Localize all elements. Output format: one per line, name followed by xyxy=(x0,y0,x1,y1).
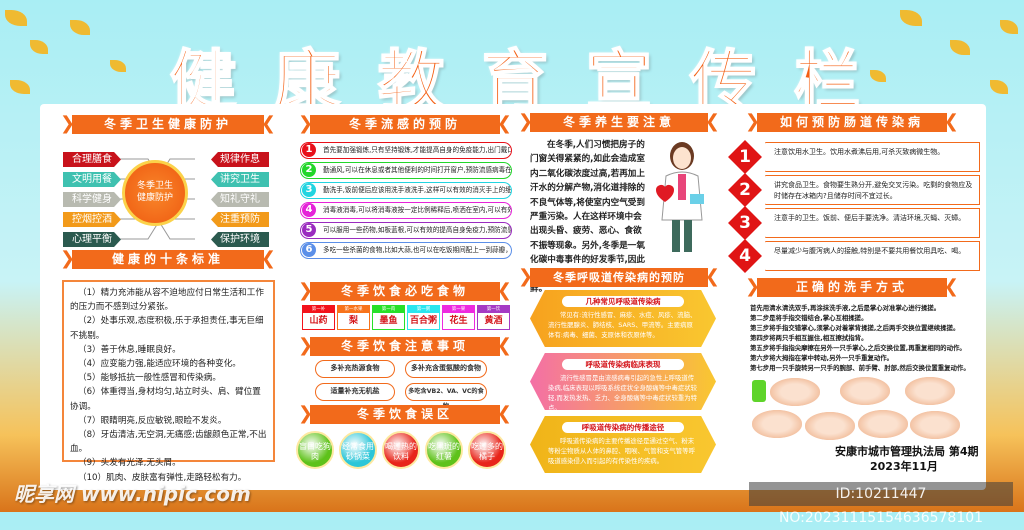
list-item: （3）善于休息,睡眠良好。 xyxy=(78,344,181,355)
hub-item: 科学健身 xyxy=(63,192,121,207)
number-badge: 4 xyxy=(739,246,751,266)
number-badge: 3 xyxy=(739,213,751,233)
hub-item: 文明用餐 xyxy=(63,172,121,187)
diet-note: 多补充热源食物 xyxy=(315,360,395,378)
hub-item: 知礼守礼 xyxy=(211,192,269,207)
section-header-flu-prevention: 冬季流感的预防 xyxy=(298,114,512,134)
flu-tip: 1 首先要加强锻炼,只有坚持锻炼,才能提高自身的免疫能力,出门戴口罩。 xyxy=(300,142,512,159)
flu-tip: 3 勤洗手,饭前便后应该用洗手液洗手,这样可以有效的消灭手上的细菌。 xyxy=(300,182,512,199)
handwashing-step: 第七步用一只手旋转另一只手的腕部、前手臂、肘部,然后交换位置重复动作。 xyxy=(750,364,970,372)
section-header-must-eat-foods: 冬季饮食必吃食物 xyxy=(298,281,512,301)
flu-tip: 6 多吃一些杀菌的食物,比如大蒜,也可以在吃饭期间配上一到蒜瓣，生食! xyxy=(300,242,512,259)
list-item: （10）肌肉、皮肤富有弹性,走路轻松有力。 xyxy=(78,472,247,483)
diet-note: 适量补充无机盐 xyxy=(315,383,395,401)
section-header-respiratory-prevention: 冬季呼吸道传染病的预防 xyxy=(518,267,720,287)
section-header-intestinal-prevention: 如何预防肠道传染病 xyxy=(745,112,959,132)
list-item: （7）眼睛明亮,反应敏锐,眼睑不发炎。 xyxy=(78,415,227,426)
section-header-health-standards: 健康的十条标准 xyxy=(60,249,276,269)
number-badge: 4 xyxy=(302,203,316,217)
food-card: 第一水果梨 xyxy=(337,305,370,330)
food-card: 第一补 山药 xyxy=(302,305,335,330)
handwashing-step: 第四步将两只手相互握住,相互擦拭指背。 xyxy=(750,334,868,342)
health-standards-list: （1）精力充沛能从容不迫地应付日常生活和工作的压力而不感到过分紧张。 （2）处事… xyxy=(62,280,275,483)
id-watermark: ID:10211447 NO:20231115154636578101 xyxy=(749,482,1013,526)
respiratory-info-card: 呼吸道传染病临床表现 流行性感冒是由流感病毒引起的急性上呼吸道传染病,临床表现以呼… xyxy=(530,353,716,410)
section-header-winter-wellness: 冬季养生要注意 xyxy=(518,112,720,132)
respiratory-info-card: 呼吸道传染病的传播途径 呼吸道传染病的主要传播途径是通过空气、粉末等粉尘物质从人体… xyxy=(530,416,716,473)
hub-item: 规律作息 xyxy=(211,152,269,167)
hub-item: 注重预防 xyxy=(211,212,269,227)
handwashing-step: 第五步将手指指尖摩擦在另外一只手掌心,之后交换位置,再重复相同的动作。 xyxy=(750,344,966,352)
doctor-illustration xyxy=(656,142,704,252)
diet-myth-bubble: 吃黑斑的红薯 xyxy=(425,431,463,469)
diet-myth-bubble: 喝过热的饮料 xyxy=(382,431,420,469)
diet-note: 多吃含VB2、VA、VC的食物 xyxy=(405,383,487,410)
number-badge: 1 xyxy=(739,147,751,167)
diet-myth-bubble: 经常食用砂锅菜 xyxy=(339,431,377,469)
hub-item: 合理膳食 xyxy=(63,152,121,167)
number-badge: 2 xyxy=(302,163,316,177)
intestinal-tip: 注意饮用水卫生。饮用水煮沸后用,可杀灭致病微生物。 xyxy=(765,142,980,172)
food-card: 第一果 花生 xyxy=(442,305,475,330)
handwashing-step: 首先用清水清洗双手,再涂抹洗手液,之后是掌心对准掌心进行揉搓。 xyxy=(750,304,941,312)
intestinal-tip: 注意手的卫生。饭前、便后手要洗净。清洁环境,灭蝇、灭蟑。 xyxy=(765,208,980,238)
food-card: 第一肉 墨鱼 xyxy=(372,305,405,330)
flu-tip: 4消毒液消毒,可以将消毒液按一定比例稀释后,喷洒在室内,可以有效的防止细菌的滋生… xyxy=(300,202,512,219)
site-watermark: 昵享网 www.nipic.com xyxy=(14,482,251,506)
section-header-winter-hygiene: 冬季卫生健康防护 xyxy=(60,114,276,134)
diet-note: 多补充含蛋氨酸的食物 xyxy=(405,360,487,378)
handwashing-step: 第二步是将手指交错结合,掌心互相揉搓。 xyxy=(750,314,868,322)
hub-item: 控烟控酒 xyxy=(63,212,121,227)
list-item: （1）精力充沛能从容不迫地应付日常生活和工作的压力而不感到过分紧张。 xyxy=(70,288,264,313)
food-card: 第一饮 黄酒 xyxy=(477,305,510,330)
footer-organization: 安康市城市管理执法局 第4期 xyxy=(835,445,979,458)
intestinal-tip: 尽量减少与腹泻病人的接触,特别是不要共用餐饮用具吃、喝。 xyxy=(765,241,980,271)
list-item: （2）处事乐观,态度积极,乐于承担责任,事无巨细不挑剔。 xyxy=(70,316,264,341)
list-item: （8）牙齿清洁,无空洞,无痛感;齿龈颜色正常,不出血。 xyxy=(70,430,267,455)
diet-myth-bubble: 吃过多的橘子 xyxy=(468,431,506,469)
handwashing-step: 第六步将大拇指在掌中转动,另外一只手重复动作。 xyxy=(750,354,894,362)
respiratory-info-card: 几种常见呼吸道传染病 常见有:流行性感冒、麻疹、水痘、风疹、流脑、流行性腮腺炎、肺… xyxy=(530,290,716,347)
number-badge: 2 xyxy=(739,180,751,200)
diet-myth-bubble: 盲目吃狗肉 xyxy=(296,431,334,469)
section-header-handwashing: 正确的洗手方式 xyxy=(745,277,959,297)
list-item: （5）能够抵抗一般性感冒和传染病。 xyxy=(78,373,221,384)
number-badge: 3 xyxy=(302,183,316,197)
number-badge: 6 xyxy=(302,243,316,257)
hub-item: 讲究卫生 xyxy=(211,172,269,187)
number-badge: 5 xyxy=(302,223,316,237)
list-item: （9）头发有光泽,无头屑。 xyxy=(78,458,181,469)
handwashing-step: 第三步将手指交错掌心,须掌心对着掌背揉搓,之后两手交换位置继续揉搓。 xyxy=(750,324,960,332)
section-header-diet-myths: 冬季饮食误区 xyxy=(298,404,512,424)
list-item: （4）应变能力强,能适应环境的各种变化。 xyxy=(78,359,241,370)
hub-circle: 冬季卫生健康防护 xyxy=(122,160,188,226)
footer-date: 2023年11月 xyxy=(870,460,938,473)
hub-item: 保护环境 xyxy=(211,232,269,247)
section-header-diet-notes: 冬季饮食注意事项 xyxy=(298,336,512,356)
list-item: （6）体重得当,身材均匀,站立时头、肩、臂位置协调。 xyxy=(70,387,261,412)
hub-item: 心理平衡 xyxy=(63,232,121,247)
number-badge: 1 xyxy=(302,143,316,157)
soap-bottle-icon xyxy=(752,380,766,402)
food-card: 第一粥 百合粥 xyxy=(407,305,440,330)
intestinal-tip: 讲究食品卫生。食物要生熟分开,避免交叉污染。吃剩的食物应及时储存在冰箱内?且储存… xyxy=(765,175,980,205)
